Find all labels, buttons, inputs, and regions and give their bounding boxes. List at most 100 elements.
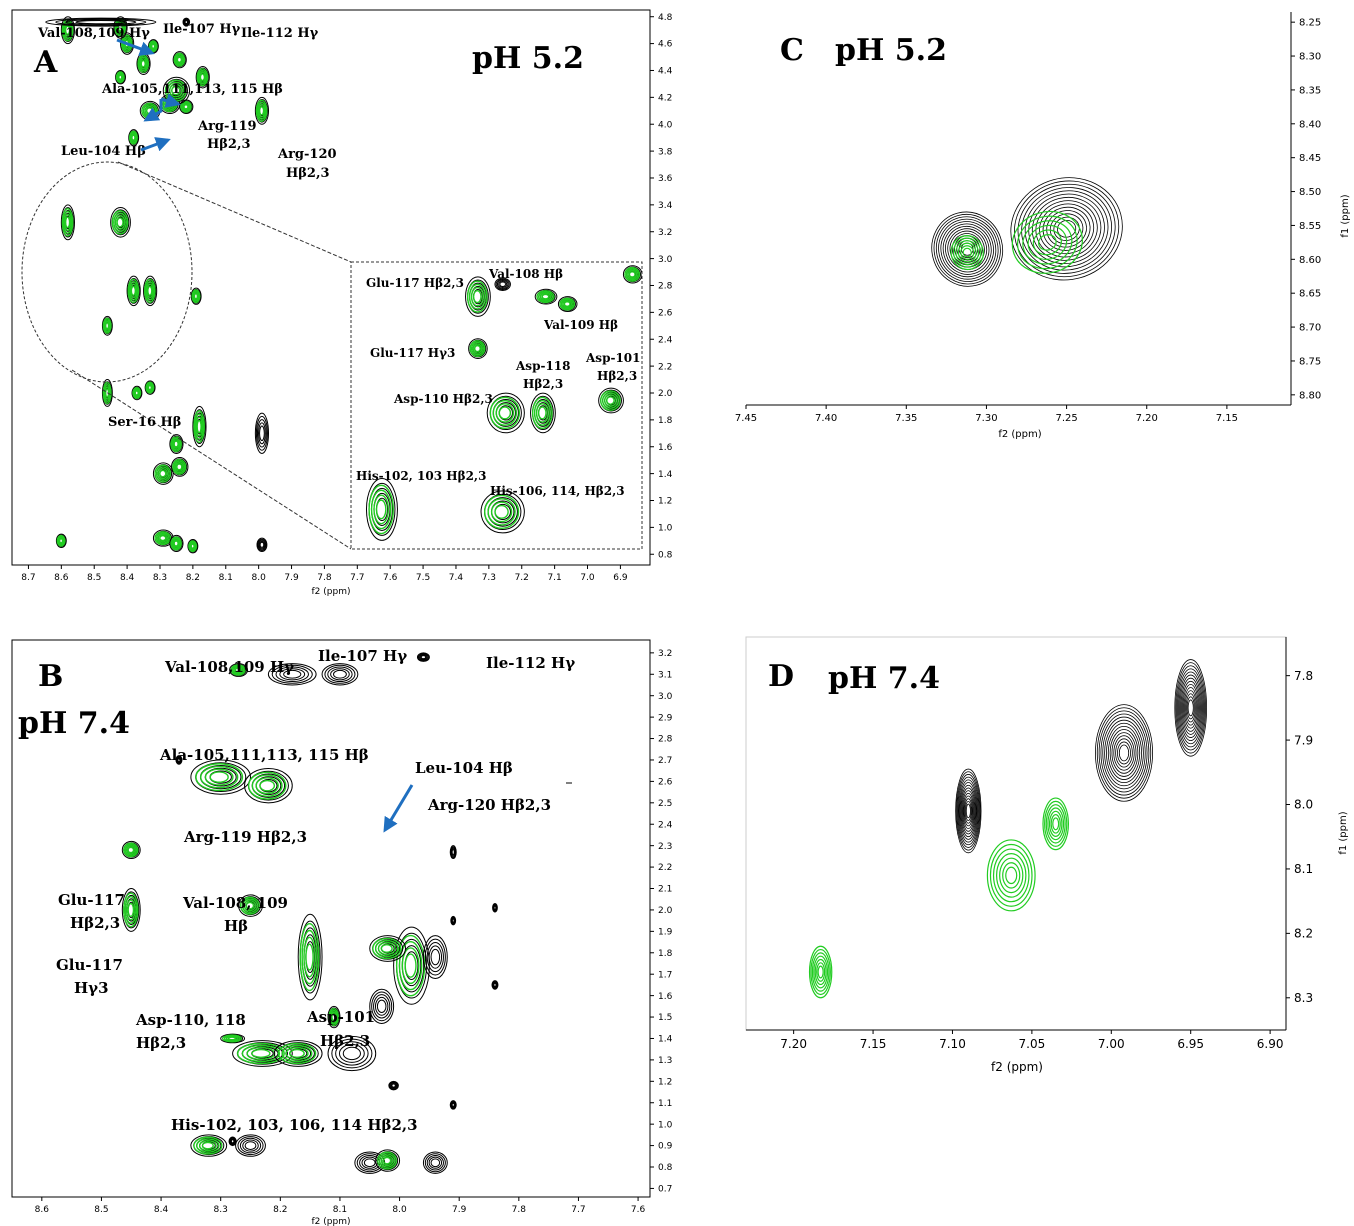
- a-peak-3: [187, 538, 199, 554]
- a-xtick-3: 8.4: [120, 573, 135, 583]
- a-peak-15: [101, 315, 113, 336]
- label-his-102-103-hb: His-102, 103 Hβ2,3: [356, 469, 486, 483]
- a-xtick-13: 7.4: [449, 573, 464, 583]
- b-peak-9: [273, 1040, 323, 1067]
- c-xtick-6: 7.15: [1216, 413, 1238, 424]
- c-ytick-7: 8.60: [1299, 255, 1321, 266]
- a-peak-6: [171, 456, 189, 477]
- arrow-b-leu-104: [383, 784, 414, 833]
- b-peak-23: [121, 840, 141, 860]
- a-ridge: [45, 17, 157, 27]
- b-peak-11: [220, 1033, 246, 1044]
- b-ytick-17: 2.4: [658, 820, 673, 830]
- label-b-glu-117b: Glu-117: [56, 956, 123, 974]
- b-ytick-3: 1.0: [658, 1120, 673, 1130]
- b-ytick-19: 2.6: [658, 778, 673, 788]
- d-ytick-0: 7.8: [1294, 669, 1313, 683]
- label-val-109-hb: Val-109 Hβ: [543, 318, 618, 332]
- b-peak-26: [244, 768, 293, 804]
- a-ytick-8: 2.4: [658, 335, 673, 345]
- b-peak-28: [229, 663, 249, 677]
- label-asp-118: Asp-118: [515, 359, 571, 373]
- a-ytick-3: 1.4: [658, 470, 673, 480]
- a-xtick-10: 7.7: [350, 573, 364, 583]
- a-peak-31: [172, 51, 187, 69]
- b-peak-10: [327, 1035, 377, 1072]
- b-ytick-13: 2.0: [658, 906, 673, 916]
- b-ytick-7: 1.4: [658, 1035, 673, 1045]
- c-xtick-4: 7.25: [1055, 413, 1077, 424]
- a-inset-peak-5: [486, 392, 525, 434]
- a-inset-peak-8: [622, 265, 642, 284]
- b-ytick-22: 2.9: [658, 713, 673, 723]
- a-ytick-13: 3.4: [658, 201, 673, 211]
- a-xtick-4: 8.3: [153, 573, 167, 583]
- label-b-arg-120-hb: Arg-120 Hβ2,3: [427, 796, 551, 814]
- zoom-line-top: [117, 161, 352, 263]
- b-peak-1: [235, 1134, 266, 1157]
- label-his-106-114-hb: His-106, 114, Hβ2,3: [490, 484, 625, 498]
- c-ytick-2: 8.35: [1299, 85, 1321, 96]
- b-peak-14: [297, 913, 323, 1001]
- b-xtick-5: 8.1: [333, 1205, 347, 1215]
- label-asp-101: Asp-101: [585, 351, 641, 365]
- d-peak-3: [986, 839, 1036, 912]
- a-peak-13: [131, 385, 143, 401]
- b-ytick-2: 0.9: [658, 1142, 673, 1152]
- a-peak-21: [110, 207, 131, 238]
- b-peak-17: [422, 935, 448, 979]
- panel-c-spectrum: [931, 177, 1123, 287]
- c-ytick-0: 8.25: [1299, 18, 1321, 29]
- a-xtick-15: 7.2: [515, 573, 529, 583]
- a-inset-peak-2: [534, 288, 558, 305]
- c-xtick-2: 7.35: [895, 413, 917, 424]
- panel-b: 8.6 8.5 8.4 8.3 8.2 8.1 8.0 7.9 7.8 7.7 7.6 0.7 0.8 0…: [11, 639, 673, 1226]
- label-asp-101-hb: Hβ2,3: [597, 369, 637, 383]
- a-inset-peak-4: [468, 338, 488, 359]
- label-b-ile-107-hg: Ile-107 Hγ: [318, 647, 407, 665]
- d-ytick-5: 8.3: [1294, 991, 1313, 1005]
- label-val-108-hb: Val-108 Hβ: [488, 267, 563, 281]
- d-xtick-1: 7.15: [860, 1037, 887, 1051]
- b-ytick-23: 3.0: [658, 692, 673, 702]
- panel-c-letter: C: [780, 33, 804, 68]
- a-ytick-6: 2.0: [658, 389, 673, 399]
- a-xtick-12: 7.5: [416, 573, 430, 583]
- zoom-line-bottom: [71, 369, 352, 550]
- b-ytick-12: 1.9: [658, 928, 673, 938]
- label-glu-117-hb: Glu-117 Hβ2,3: [366, 276, 464, 290]
- arrow-leu-104: [140, 137, 171, 152]
- b-xtick-1: 8.5: [94, 1205, 108, 1215]
- zoom-inset-spectrum: [365, 265, 642, 541]
- a-peak-5: [152, 462, 174, 485]
- a-peak-20: [60, 204, 75, 241]
- arrow-ala-105: [143, 99, 163, 122]
- a-ytick-20: 4.8: [658, 13, 673, 23]
- label-b-arg-119-hb: Arg-119 Hβ2,3: [183, 828, 307, 846]
- panel-b-spectrum: [121, 652, 499, 1174]
- a-xtick-7: 8.0: [251, 573, 266, 583]
- label-ile-112-hg: Ile-112 Hγ: [241, 26, 319, 41]
- b-xtick-0: 8.6: [35, 1205, 50, 1215]
- a-peak-2: [55, 533, 67, 549]
- label-leu-104-hb: Leu-104 Hβ: [61, 144, 146, 159]
- b-peak-24: [449, 845, 457, 860]
- d-xtick-0: 7.20: [780, 1037, 807, 1051]
- a-ytick-9: 2.6: [658, 309, 673, 319]
- a-ytick-14: 3.6: [658, 174, 673, 184]
- label-b-val-108-109: Val-108, 109: [182, 894, 288, 912]
- a-ytick-5: 1.8: [658, 416, 673, 426]
- b-peak-27: [175, 755, 183, 765]
- b-ytick-11: 1.8: [658, 949, 673, 959]
- b-peak-22: [238, 894, 263, 917]
- panel-b-frame: [11, 639, 651, 1198]
- label-b-leu-104-hb: Leu-104 Hβ: [415, 759, 513, 777]
- a-inset-peak-6: [530, 392, 556, 434]
- a-ytick-11: 3.0: [658, 255, 673, 265]
- b-ytick-1: 0.8: [658, 1163, 673, 1173]
- label-b-glu-117-hb: Hβ2,3: [70, 914, 120, 932]
- a-peak-29: [115, 69, 126, 85]
- d-xtick-3: 7.05: [1019, 1037, 1046, 1051]
- a-ytick-18: 4.4: [658, 67, 673, 77]
- panel-b-letter: B: [38, 659, 63, 694]
